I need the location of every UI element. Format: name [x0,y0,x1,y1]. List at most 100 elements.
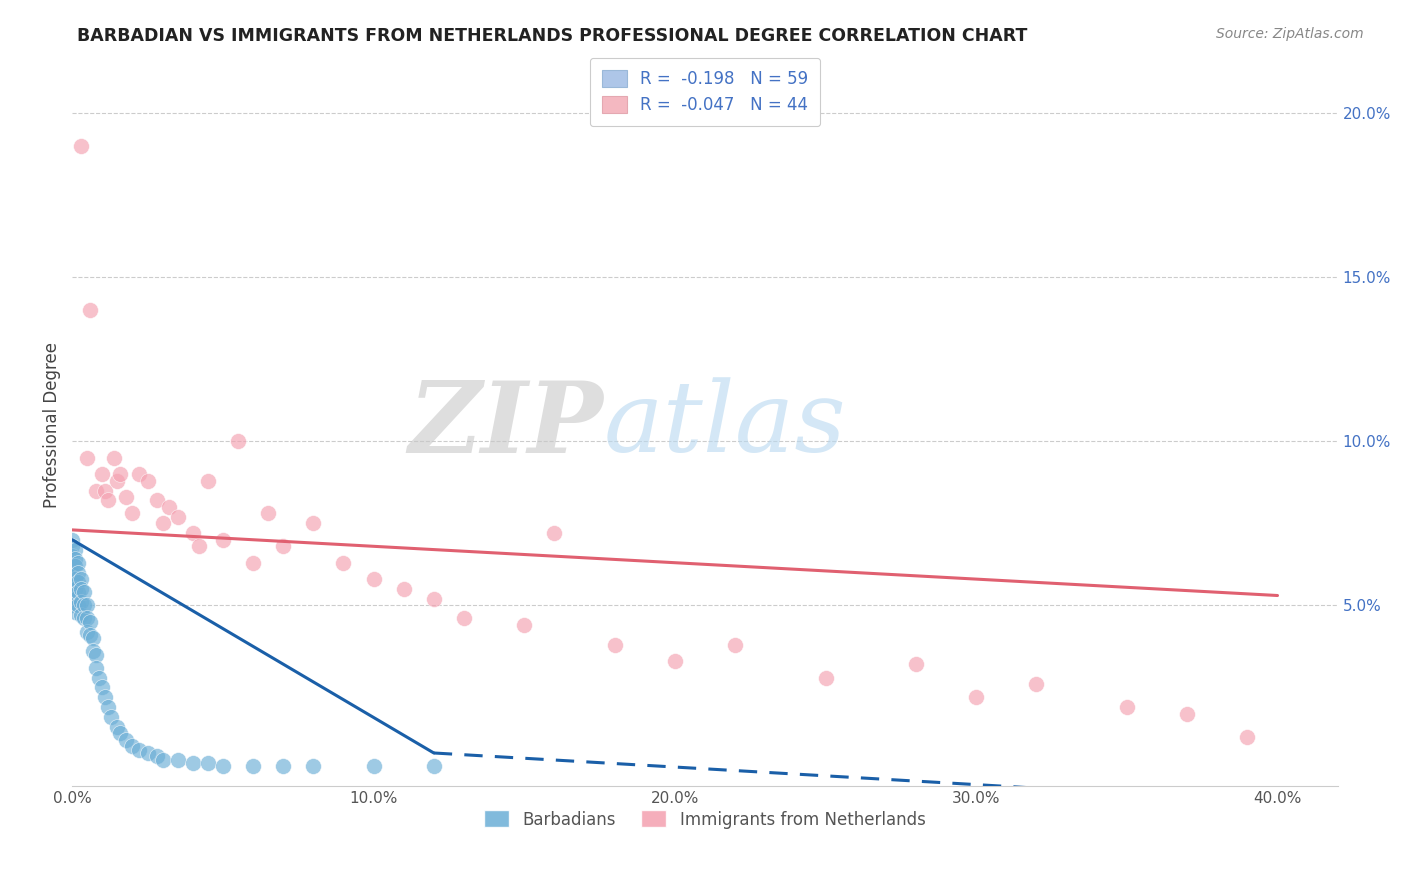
Point [65,542,87,557]
Point [86,648,108,662]
Point [302,516,325,531]
Point [60,582,83,596]
Point [181,526,204,541]
Point [73,599,96,613]
Point [1236,730,1258,744]
Point [73,585,96,599]
Point [76,624,98,639]
Point [664,654,686,668]
Point [60,539,83,553]
Point [513,618,536,632]
Point [65,559,87,574]
Y-axis label: Professional Degree: Professional Degree [44,342,60,508]
Point [271,759,294,773]
Point [332,556,354,570]
Point [97,700,120,714]
Text: ZIP: ZIP [409,376,603,473]
Point [814,671,837,685]
Point [121,507,143,521]
Point [60,533,83,547]
Point [89,671,111,685]
Point [76,599,98,613]
Point [97,493,120,508]
Point [242,556,264,570]
Point [121,739,143,754]
Point [166,509,188,524]
Point [60,572,83,586]
Point [70,572,93,586]
Point [392,582,415,596]
Point [91,467,114,482]
Point [152,753,174,767]
Point [60,549,83,563]
Point [543,526,565,541]
Point [110,726,132,740]
Point [79,615,101,629]
Point [65,591,87,606]
Point [1025,677,1047,691]
Point [73,611,96,625]
Point [363,572,385,586]
Point [603,638,626,652]
Point [70,139,93,153]
Point [67,599,90,613]
Point [181,756,204,770]
Point [1175,706,1198,721]
Point [226,434,249,449]
Point [76,611,98,625]
Point [157,500,180,514]
Point [100,710,122,724]
Point [423,759,446,773]
Point [724,638,747,652]
Point [128,467,150,482]
Point [107,720,129,734]
Point [94,690,117,705]
Point [70,582,93,596]
Point [166,753,188,767]
Point [212,533,235,547]
Point [363,759,385,773]
Text: BARBADIAN VS IMMIGRANTS FROM NETHERLANDS PROFESSIONAL DEGREE CORRELATION CHART: BARBADIAN VS IMMIGRANTS FROM NETHERLANDS… [77,27,1028,45]
Point [79,628,101,642]
Point [107,474,129,488]
Point [70,608,93,623]
Point [70,595,93,609]
Text: Source: ZipAtlas.com: Source: ZipAtlas.com [1216,27,1364,41]
Point [136,746,159,760]
Point [453,611,475,625]
Point [82,631,104,645]
Point [79,303,101,318]
Point [212,759,235,773]
Point [904,657,927,672]
Point [187,539,209,553]
Point [60,556,83,570]
Point [115,490,138,504]
Point [1115,700,1137,714]
Point [145,749,167,764]
Point [965,690,987,705]
Point [110,467,132,482]
Point [65,552,87,566]
Point [91,681,114,695]
Point [67,585,90,599]
Text: atlas: atlas [603,377,846,473]
Point [145,493,167,508]
Point [65,605,87,619]
Point [136,474,159,488]
Point [65,572,87,586]
Point [152,516,174,531]
Point [67,566,90,580]
Point [67,575,90,590]
Point [82,644,104,658]
Point [128,742,150,756]
Point [115,732,138,747]
Point [86,483,108,498]
Point [103,450,125,465]
Point [60,591,83,606]
Point [197,756,219,770]
Point [271,539,294,553]
Point [86,661,108,675]
Point [302,759,325,773]
Point [60,599,83,613]
Point [76,450,98,465]
